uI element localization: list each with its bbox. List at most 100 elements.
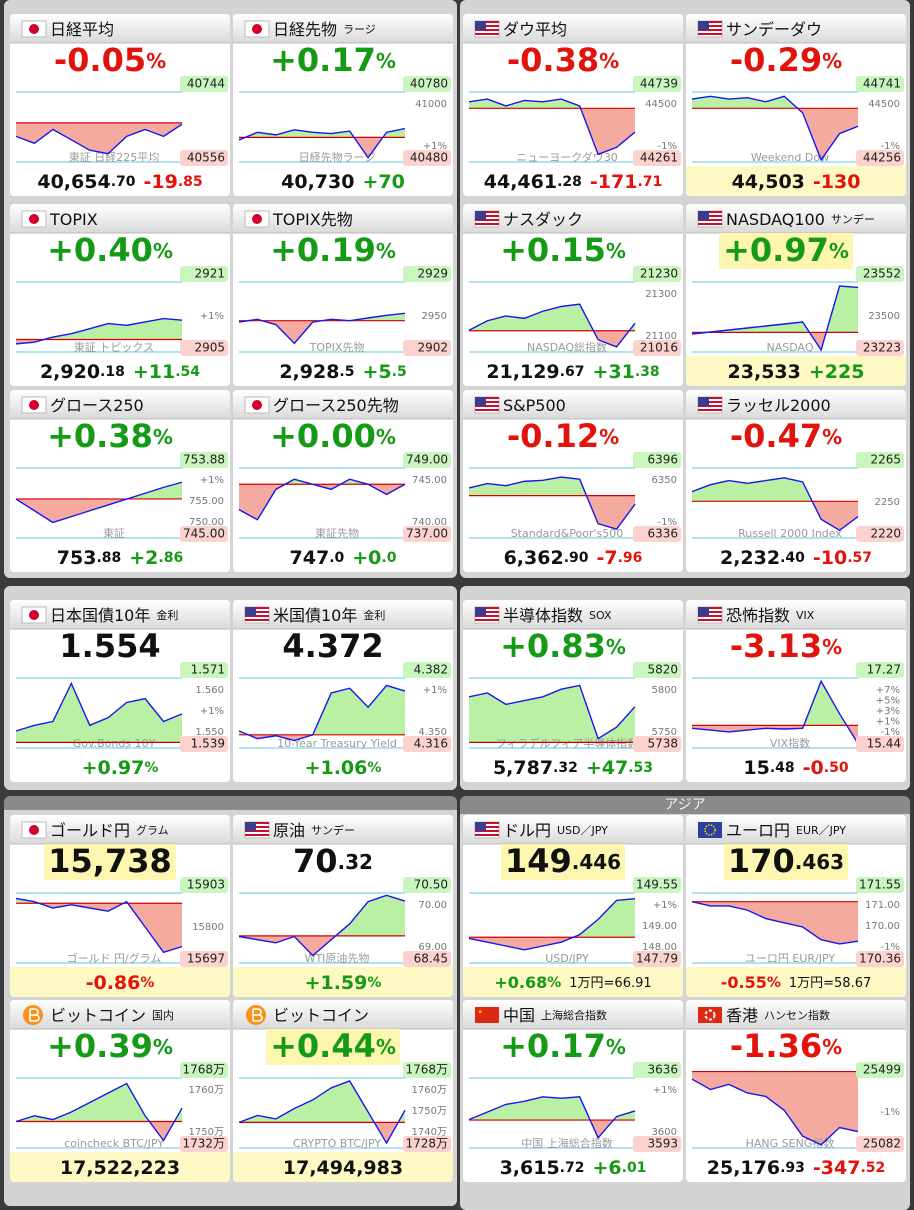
high-label: 40780 xyxy=(410,77,448,91)
bottom-values: 3,615.72 +6.01 xyxy=(500,1157,647,1179)
text-main: 6,362 xyxy=(504,547,564,569)
market-tile[interactable]: 半導体指数 SOX フィラデルフィア半導体指数 5800 5750 5820 5738 +0.… xyxy=(463,600,683,782)
text-small: % xyxy=(606,1035,626,1059)
market-tile[interactable]: 日本国債10年 金利 Gov.Bonds 10Y 1.560 +1% 1.550 1.571… xyxy=(10,600,230,782)
flag xyxy=(698,822,722,838)
low-label: 3593 xyxy=(647,1137,678,1151)
high-label: 44739 xyxy=(640,77,678,91)
market-tile[interactable]: ゴールド円 グラム ゴールド 円/グラム 15800 15903 15697 15,738 -… xyxy=(10,815,230,997)
text-small: % xyxy=(547,975,561,991)
market-tile[interactable]: TOPIX 東証 トピックス +1% 2921 2905 +0.40% 2,920.18 +1… xyxy=(10,204,230,386)
flag-stripe xyxy=(475,615,499,617)
market-tile[interactable]: 日経先物 ラージ 日経先物ラージ 41000 +1% 40780 40480 +0.17% 40… xyxy=(233,14,453,196)
name: 半導体指数 xyxy=(503,606,583,625)
top-value: +0.17% xyxy=(500,1027,626,1065)
market-tile[interactable]: 原油 サンデー WTI原油先物 70.00 69.00 70.50 68.45 70.32 +1… xyxy=(233,815,453,997)
price-line xyxy=(468,303,636,348)
high-label: 44741 xyxy=(863,77,901,91)
top-value: -0.47% xyxy=(730,417,842,455)
tile-header xyxy=(686,14,906,43)
text-small: .40 xyxy=(780,550,805,566)
market-tile[interactable]: ユーロ円 EUR／JPY ユーロ円 EUR/JPY 171.00 170.00 -1% 17… xyxy=(686,815,906,997)
high-tag xyxy=(180,452,228,468)
tile-name: グロース250 xyxy=(50,396,144,415)
bottom-value: -171.71 xyxy=(590,171,662,193)
market-tile[interactable]: グロース250先物 東証先物 745.00 740.00 749.00 737.00 +0.… xyxy=(233,390,453,572)
watermark: 東証 xyxy=(103,527,125,540)
axis-label: -1% xyxy=(881,141,900,152)
watermark: Gov.Bonds 10Y xyxy=(73,737,156,750)
bottom-values: 2,920.18 +11.54 xyxy=(40,361,200,383)
bottom-value: -10.57 xyxy=(813,547,872,569)
watermark: VIX指数 xyxy=(770,736,810,750)
flag-stripe xyxy=(475,219,499,221)
text-main: +0.17 xyxy=(270,41,376,79)
text-main: 40,730 xyxy=(281,171,354,193)
text-small: .48 xyxy=(770,760,795,776)
text-small: % xyxy=(376,239,396,263)
market-tile[interactable]: ダウ平均 ニューヨークダウ30 44500 -1% 44739 44261 -0.38% 44… xyxy=(463,14,683,196)
flag-stripe xyxy=(475,619,499,621)
sub-name: グラム xyxy=(136,823,169,837)
market-tile[interactable]: サンデーダウ Weekend Dow 44500 -1% 44741 44256 -0.29… xyxy=(686,14,906,196)
tile-svg: 半導体指数 SOX フィラデルフィア半導体指数 5800 5750 5820 5738 +0.… xyxy=(463,600,683,779)
high-label: 5820 xyxy=(647,663,678,677)
flag-stripe xyxy=(475,397,499,399)
flag-canton xyxy=(475,211,486,220)
bottom-values: 17,522,223 xyxy=(60,1157,180,1179)
bottom-value: +11.54 xyxy=(133,361,200,383)
market-tile[interactable]: 香港 ハンセン指数 HANG SENG指数 -1% 25499 25082 -1.36% 25… xyxy=(686,1000,906,1182)
market-tile[interactable]: ビットコイン 国内 coincheck BTC/JPY 1760万 1750万 1768万… xyxy=(10,1000,230,1182)
market-tile[interactable]: 恐怖指数 VIX VIX指数 +7% +5% +3% +1% -1% 17.27 15.44 -3.… xyxy=(686,600,906,782)
axis-label: 21300 xyxy=(645,289,677,300)
tile-svg: ビットコイン CRYPTO BTC/JPY 1760万 1750万 1740万 1768万… xyxy=(233,1000,453,1182)
flag-canton xyxy=(698,397,709,406)
market-tile[interactable]: ナスダック NASDAQ総指数 21300 21100 21230 21016 +0.15%… xyxy=(463,204,683,386)
market-tile[interactable]: ドル円 USD／JPY USD/JPY +1% 149.00 148.00 149.55 14… xyxy=(463,815,683,997)
low-tag xyxy=(180,340,228,356)
market-tile[interactable]: TOPIX先物 TOPIX先物 2950 2929 2902 +0.19% 2,928.5 +… xyxy=(233,204,453,386)
market-tile[interactable]: ビットコイン CRYPTO BTC/JPY 1760万 1750万 1740万 1768万… xyxy=(233,1000,453,1182)
text-small: .53 xyxy=(628,760,653,776)
text-main: 4.372 xyxy=(282,627,383,665)
text-small: .86 xyxy=(158,550,183,566)
axis-label: 149.00 xyxy=(642,921,677,932)
market-tile[interactable]: 中国 上海総合指数 中国 上海総合指数 +1% 3600 3636 3593 +0.17% 3,… xyxy=(463,1000,683,1182)
bottom-value: +2.86 xyxy=(129,547,183,569)
high-tag xyxy=(403,76,451,92)
market-tile[interactable]: 米国債10年 金利 10-Year Treasury Yield +1% 4.350 4.… xyxy=(233,600,453,782)
flag-stripe xyxy=(698,211,722,213)
market-tile[interactable]: ラッセル2000 Russell 2000 Index 2250 2265 2220 -0… xyxy=(686,390,906,572)
flag-canton xyxy=(698,211,709,220)
market-tile[interactable]: S&P500 Standard&Poor's500 6350 -1% 6396 6336-… xyxy=(463,390,683,572)
bottom-value: 23,533 xyxy=(728,361,801,383)
bottom-values: +1.06% xyxy=(305,757,382,779)
flag-stripe xyxy=(475,211,499,213)
axis-label: -1% xyxy=(881,942,900,953)
axis-label: 171.00 xyxy=(865,900,900,911)
market-tile[interactable]: グロース250 東証 +1% 755.00 750.00 753.88 745.00 +0.3… xyxy=(10,390,230,572)
area-up xyxy=(16,1083,182,1122)
bottom-values: +0.97% xyxy=(82,757,159,779)
high-label: 17.27 xyxy=(867,663,901,677)
low-tag xyxy=(856,526,904,542)
tile-name: ビットコイン 国内 xyxy=(50,1006,174,1025)
top-highlight xyxy=(44,844,176,880)
tile-header xyxy=(686,815,906,844)
top-value: -0.38% xyxy=(507,41,619,79)
price-line xyxy=(468,684,636,740)
axis-label: 1.560 xyxy=(195,685,224,696)
bottom-value: -0.86% xyxy=(86,972,155,994)
flag-b xyxy=(29,1008,40,1022)
text-main: -347 xyxy=(813,1157,861,1179)
text-main: 23,533 xyxy=(728,361,801,383)
market-tile[interactable]: 日経平均 東証 日経225平均 40744 40556 -0.05% 40,654.70-… xyxy=(10,14,230,196)
text-main: 170 xyxy=(728,842,795,880)
flag-canton xyxy=(475,822,486,831)
text-small: .71 xyxy=(637,174,662,190)
axis-label: 148.00 xyxy=(642,942,677,953)
market-tile[interactable]: NASDAQ100 サンデー NASDAQ 23500 23552 23223 +0.97%… xyxy=(686,204,906,386)
price-line xyxy=(691,477,859,532)
